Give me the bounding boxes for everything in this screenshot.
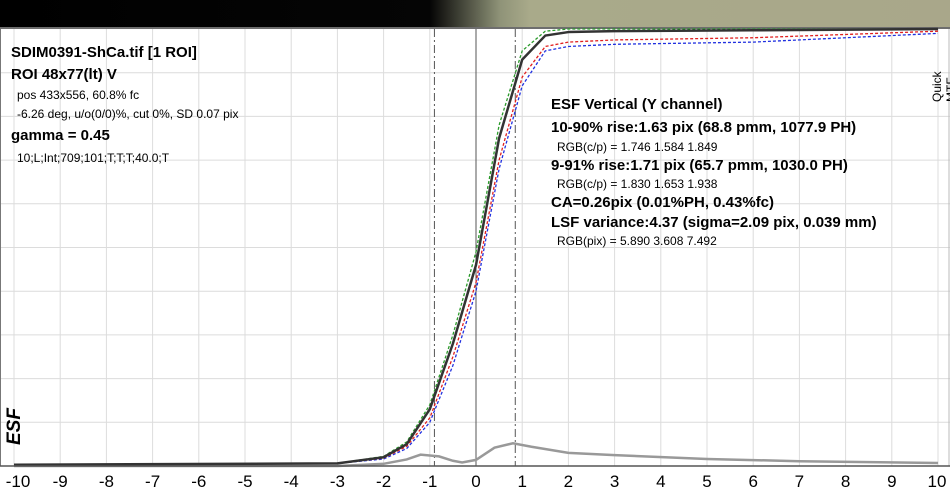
x-tick-label: 2	[563, 472, 574, 491]
x-tick-label: 0	[471, 472, 481, 491]
y-axis-label: ESF	[4, 408, 25, 445]
gamma-label: gamma = 0.45	[11, 127, 110, 144]
x-tick-label: -8	[98, 472, 114, 491]
rise-9-91: 9-91% rise:1.71 pix (65.7 pmm, 1030.0 PH…	[551, 157, 848, 174]
roi-label: ROI 48x77(lt) V	[11, 66, 117, 83]
x-tick-label: 8	[840, 472, 851, 491]
x-tick-label: -3	[329, 472, 345, 491]
rgb-9-91: RGB(c/p) = 1.830 1.653 1.938	[557, 177, 718, 191]
angle-label: -6.26 deg, u/o(0/0)%, cut 0%, SD 0.07 pi…	[17, 107, 239, 121]
ca-label: CA=0.26pix (0.01%PH, 0.43%fc)	[551, 194, 775, 211]
esf-title: ESF Vertical (Y channel)	[551, 96, 723, 113]
lsf-variance: LSF variance:4.37 (sigma=2.09 pix, 0.039…	[551, 214, 877, 231]
x-tick-label: 7	[794, 472, 805, 491]
x-tick-label: 1	[517, 472, 527, 491]
x-tick-label: 9	[887, 472, 897, 491]
x-tick-label: -6	[191, 472, 207, 491]
x-tick-label: 4	[656, 472, 666, 491]
x-tick-label: 6	[748, 472, 758, 491]
x-tick-label: -4	[283, 472, 299, 491]
rise-10-90: 10-90% rise:1.63 pix (68.8 pmm, 1077.9 P…	[551, 119, 857, 136]
lsf-curve	[14, 441, 939, 468]
quick-mtf-button[interactable]: Quick MTF	[930, 71, 950, 102]
rgb-pix: RGB(pix) = 5.890 3.608 7.492	[557, 234, 717, 248]
esf-curve-r	[13, 30, 939, 466]
pos-label: pos 433x556, 60.8% fc	[17, 88, 140, 102]
x-tick-label: 10	[927, 472, 947, 491]
x-tick-label: -1	[422, 472, 438, 491]
x-tick-label: -5	[237, 472, 253, 491]
rgb-10-90: RGB(c/p) = 1.746 1.584 1.849	[557, 140, 718, 154]
x-tick-label: -7	[145, 472, 161, 491]
esf-curve-b	[13, 32, 939, 466]
file-title: SDIM0391-ShCa.tif [1 ROI]	[11, 44, 197, 61]
x-tick-label: 3	[609, 472, 620, 491]
esf-curve-y	[13, 27, 939, 466]
settings-label: 10;L;Int;709;101;T;T;T;40.0;T	[17, 151, 170, 165]
x-tick-label: -9	[52, 472, 68, 491]
esf-curve-g	[13, 28, 938, 466]
x-tick-label: -2	[376, 472, 392, 491]
plot-top-border	[0, 27, 950, 29]
window-top-band	[0, 0, 950, 27]
x-tick-label: 5	[702, 472, 712, 491]
x-tick-label: -10	[5, 472, 31, 491]
